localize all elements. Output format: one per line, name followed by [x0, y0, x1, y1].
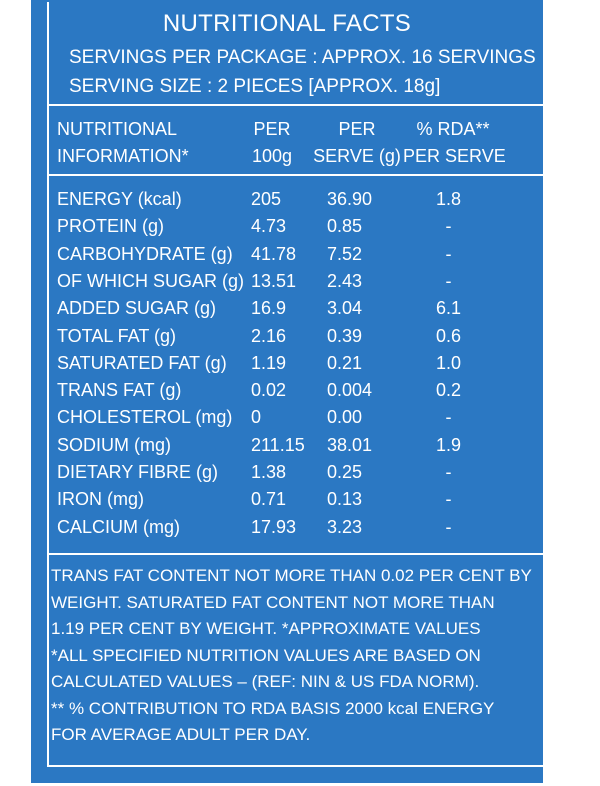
value-rda: -: [445, 270, 452, 291]
value-per-100g: 1.38: [251, 462, 287, 482]
footnote-line: CALCULATED VALUES – (REF: NIN & US FDA N…: [51, 672, 480, 691]
value-rda: -: [445, 407, 452, 428]
nutrient-name: CARBOHYDRATE (g): [57, 243, 233, 264]
nutrition-label-frame: [47, 2, 549, 767]
nutrient-name: IRON (mg): [57, 489, 144, 510]
nutrient-name: SODIUM (mg): [57, 434, 171, 455]
nutrient-row: SODIUM (mg) 211.15 38.01 1.9: [31, 432, 543, 459]
nutrient-name: OF WHICH SUGAR (g): [57, 270, 244, 291]
footnote-line: 1.19 PER CENT BY WEIGHT. *APPROXIMATE VA…: [51, 619, 481, 638]
value-per-serve: 38.01: [327, 434, 373, 455]
serving-size: SERVING SIZE : 2 PIECES [APPROX. 18g]: [69, 76, 441, 97]
divider-top: [47, 104, 549, 106]
nutrient-row: CARBOHYDRATE (g) 41.78 7.52 -: [31, 241, 543, 268]
footnote-line: *ALL SPECIFIED NUTRITION VALUES ARE BASE…: [51, 645, 481, 665]
header-per-serve: PER SERVE (g): [307, 116, 407, 170]
value-per-serve: 7.52: [327, 243, 363, 264]
value-per-serve: 0.00: [327, 407, 363, 428]
nutrient-row: TRANS FAT (g) 0.02 0.004 0.2: [31, 377, 543, 404]
value-per-100g: 16.9: [251, 298, 287, 319]
nutrient-name: SATURATED FAT (g): [57, 352, 227, 373]
value-rda: 0.6: [435, 325, 462, 346]
value-per-100g: 41.78: [251, 243, 297, 264]
value-per-serve: 0.39: [327, 325, 363, 346]
value-rda: -: [445, 489, 452, 510]
nutrient-row: SATURATED FAT (g) 1.19 0.21 1.0: [31, 350, 543, 377]
header-nutrient-line1: NUTRITIONAL: [57, 119, 178, 139]
header-serve-line2: SERVE (g): [313, 146, 401, 166]
value-rda: -: [445, 243, 452, 264]
nutrient-row: DIETARY FIBRE (g) 1.38 0.25 -: [31, 459, 543, 486]
value-rda: 1.9: [435, 434, 462, 455]
value-rda: -: [445, 516, 452, 537]
footnote-line: FOR AVERAGE ADULT PER DAY.: [51, 725, 311, 744]
value-per-100g: 0.71: [251, 489, 287, 510]
footnotes: TRANS FAT CONTENT NOT MORE THAN 0.02 PER…: [51, 563, 532, 749]
label-title: NUTRITIONAL FACTS: [162, 10, 412, 37]
value-per-serve: 0.85: [327, 216, 363, 237]
value-per-100g: 0.02: [251, 380, 287, 401]
header-per100: PER 100g: [237, 116, 307, 170]
value-per-100g: 13.51: [251, 270, 297, 291]
nutrient-name: CHOLESTEROL (mg): [57, 407, 233, 428]
value-per-serve: 3.23: [327, 516, 363, 537]
value-per-serve: 0.21: [327, 352, 363, 373]
value-per-serve: 2.43: [327, 270, 363, 291]
nutrient-name: ENERGY (kcal): [57, 189, 182, 209]
nutrient-name: CALCIUM (mg): [57, 516, 181, 537]
servings-per-package: SERVINGS PER PACKAGE : APPROX. 16 SERVIN…: [69, 47, 536, 68]
value-per-100g: 1.19: [251, 352, 287, 373]
nutrient-name: PROTEIN (g): [57, 216, 165, 237]
footnote-line: ** % CONTRIBUTION TO RDA BASIS 2000 kcal…: [51, 698, 495, 718]
header-serve-line1: PER: [338, 119, 376, 139]
value-per-100g: 205: [251, 189, 282, 209]
nutrient-name: DIETARY FIBRE (g): [57, 462, 219, 482]
header-rda-line1: % RDA**: [416, 119, 490, 139]
nutrient-row: PROTEIN (g) 4.73 0.85 -: [31, 213, 543, 240]
footnote-line: TRANS FAT CONTENT NOT MORE THAN 0.02 PER…: [51, 566, 532, 585]
nutrient-row: TOTAL FAT (g) 2.16 0.39 0.6: [31, 323, 543, 350]
value-per-serve: 0.13: [327, 489, 363, 510]
nutrient-name: TRANS FAT (g): [57, 380, 182, 401]
value-rda: 1.0: [435, 352, 462, 373]
nutrient-row: ADDED SUGAR (g) 16.9 3.04 6.1: [31, 295, 543, 322]
header-nutrient-line2: INFORMATION*: [57, 146, 189, 166]
value-per-serve: 3.04: [327, 298, 363, 319]
value-rda: -: [445, 462, 452, 482]
nutrient-row: ENERGY (kcal) 205 36.90 1.8: [31, 186, 543, 213]
value-rda: -: [445, 216, 452, 237]
value-rda: 0.2: [435, 380, 462, 401]
value-per-serve: 0.004: [327, 380, 373, 401]
value-rda: 1.8: [435, 189, 462, 209]
nutrient-row: CHOLESTEROL (mg) 0 0.00 -: [31, 404, 543, 431]
header-nutrient: NUTRITIONAL INFORMATION*: [57, 116, 189, 170]
header-rda: % RDA** PER SERVE: [403, 116, 506, 170]
nutrition-label-panel: NUTRITIONAL FACTS SERVINGS PER PACKAGE :…: [31, 0, 549, 783]
nutrient-row: OF WHICH SUGAR (g) 13.51 2.43 -: [31, 268, 543, 295]
footnote-line: WEIGHT. SATURATED FAT CONTENT NOT MORE T…: [51, 592, 495, 612]
value-per-100g: 2.16: [251, 325, 287, 346]
value-rda: 6.1: [435, 298, 462, 319]
nutrient-name: ADDED SUGAR (g): [57, 298, 217, 319]
header-per100-line1: PER: [253, 119, 291, 139]
divider-header: [47, 174, 549, 176]
nutrient-name: TOTAL FAT (g): [57, 325, 177, 346]
header-per100-line2: 100g: [251, 146, 293, 166]
value-per-serve: 0.25: [327, 462, 363, 482]
value-per-100g: 0: [251, 407, 262, 428]
nutrient-row: IRON (mg) 0.71 0.13 -: [31, 486, 543, 513]
divider-notes: [47, 553, 549, 555]
header-rda-line2: PER SERVE: [403, 146, 506, 166]
nutrient-row: CALCIUM (mg) 17.93 3.23 -: [31, 514, 543, 541]
value-per-100g: 17.93: [251, 516, 297, 537]
value-per-serve: 36.90: [327, 189, 373, 209]
value-per-100g: 4.73: [251, 216, 287, 237]
value-per-100g: 211.15: [251, 434, 305, 455]
